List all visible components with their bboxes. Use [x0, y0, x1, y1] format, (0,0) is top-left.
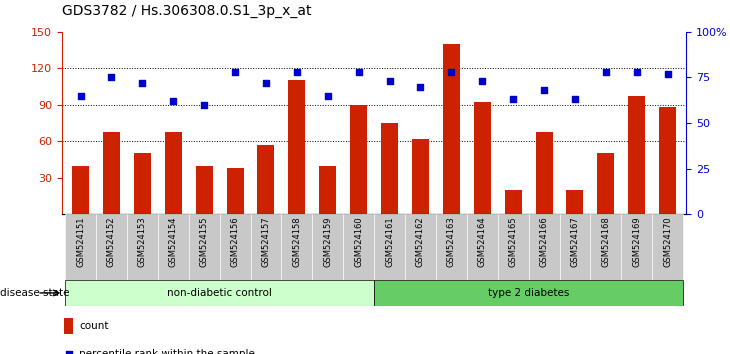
Bar	[443, 44, 460, 214]
Text: GSM524166: GSM524166	[539, 216, 548, 267]
Point	[74, 93, 86, 98]
Text: GSM524157: GSM524157	[261, 216, 271, 267]
Text: GSM524152: GSM524152	[107, 216, 116, 267]
Point	[106, 75, 118, 80]
Bar	[72, 166, 89, 214]
Bar	[134, 153, 151, 214]
Bar	[319, 166, 337, 214]
Bar	[652, 214, 683, 280]
Bar	[65, 280, 374, 306]
Text: GSM524164: GSM524164	[477, 216, 487, 267]
Bar	[504, 190, 522, 214]
Bar	[350, 105, 367, 214]
Point	[477, 78, 488, 84]
Bar	[412, 139, 429, 214]
Point	[229, 69, 241, 75]
Point	[662, 71, 674, 76]
Bar	[103, 132, 120, 214]
Bar	[405, 214, 436, 280]
Bar	[597, 153, 615, 214]
Point	[167, 98, 179, 104]
Bar	[498, 214, 529, 280]
Bar	[220, 214, 250, 280]
Point	[384, 78, 396, 84]
Bar	[96, 214, 127, 280]
Bar	[158, 214, 189, 280]
Point	[353, 69, 364, 75]
Point	[63, 351, 74, 354]
Text: GSM524159: GSM524159	[323, 216, 332, 267]
Bar	[629, 96, 645, 214]
Bar	[226, 168, 244, 214]
Bar	[312, 214, 343, 280]
Text: GSM524169: GSM524169	[632, 216, 641, 267]
Text: GSM524168: GSM524168	[602, 216, 610, 267]
Bar	[189, 214, 220, 280]
Bar	[474, 102, 491, 214]
Bar	[288, 80, 305, 214]
Point	[199, 102, 210, 108]
Text: GSM524156: GSM524156	[231, 216, 239, 267]
Bar	[381, 123, 398, 214]
Text: GSM524160: GSM524160	[354, 216, 364, 267]
Text: non-diabetic control: non-diabetic control	[167, 288, 272, 298]
Text: GSM524151: GSM524151	[76, 216, 85, 267]
Text: GSM524167: GSM524167	[570, 216, 580, 267]
Point	[260, 80, 272, 86]
Bar	[64, 318, 73, 333]
Point	[600, 69, 612, 75]
Point	[631, 69, 642, 75]
Text: GSM524154: GSM524154	[169, 216, 178, 267]
Text: type 2 diabetes: type 2 diabetes	[488, 288, 569, 298]
Bar	[343, 214, 374, 280]
Text: GSM524162: GSM524162	[416, 216, 425, 267]
Bar	[466, 214, 498, 280]
Point	[322, 93, 334, 98]
Text: GSM524165: GSM524165	[509, 216, 518, 267]
Bar	[374, 280, 683, 306]
Bar	[165, 132, 182, 214]
Point	[538, 87, 550, 93]
Bar	[536, 132, 553, 214]
Bar	[621, 214, 652, 280]
Bar	[436, 214, 466, 280]
Bar	[258, 145, 274, 214]
Point	[507, 97, 519, 102]
Point	[415, 84, 426, 89]
Text: GSM524155: GSM524155	[200, 216, 209, 267]
Text: GSM524163: GSM524163	[447, 216, 456, 267]
Text: GSM524158: GSM524158	[293, 216, 301, 267]
Point	[291, 69, 303, 75]
Bar	[196, 166, 212, 214]
Bar	[559, 214, 591, 280]
Bar	[529, 214, 559, 280]
Point	[137, 80, 148, 86]
Text: GSM524161: GSM524161	[385, 216, 394, 267]
Text: count: count	[80, 321, 109, 331]
Bar	[659, 107, 676, 214]
Bar	[250, 214, 282, 280]
Bar	[127, 214, 158, 280]
Bar	[65, 214, 96, 280]
Bar	[566, 190, 583, 214]
Text: GSM524153: GSM524153	[138, 216, 147, 267]
Point	[569, 97, 581, 102]
Bar	[591, 214, 621, 280]
Text: percentile rank within the sample: percentile rank within the sample	[80, 349, 255, 354]
Text: GSM524170: GSM524170	[663, 216, 672, 267]
Point	[445, 69, 457, 75]
Bar	[282, 214, 312, 280]
Text: GDS3782 / Hs.306308.0.S1_3p_x_at: GDS3782 / Hs.306308.0.S1_3p_x_at	[62, 4, 312, 18]
Bar	[374, 214, 405, 280]
Text: disease state: disease state	[0, 288, 69, 298]
